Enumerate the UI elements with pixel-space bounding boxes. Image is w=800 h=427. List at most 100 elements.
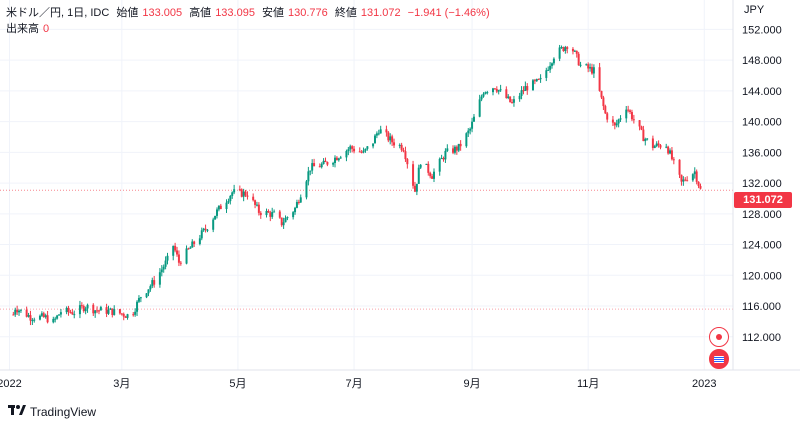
time-tick-label: 11月	[577, 378, 599, 390]
tradingview-logo[interactable]: TradingView	[8, 404, 96, 419]
candle-body	[105, 307, 108, 314]
candle-body	[417, 167, 420, 184]
candle-body	[311, 163, 314, 171]
price-tick-label: 132.000	[742, 178, 782, 190]
candle-body	[560, 47, 563, 49]
candle-body	[427, 163, 430, 173]
candle-body	[520, 90, 523, 96]
candle-body	[469, 128, 472, 131]
candle-body	[82, 306, 85, 312]
candle-body	[284, 217, 287, 223]
ohlc-legend: 米ドル／円, 1日, IDC 始値 133.005 高値 133.095 安値 130…	[6, 4, 494, 20]
candle-body	[362, 150, 365, 153]
candle-body	[309, 170, 312, 172]
candle-body	[227, 201, 230, 203]
candle-body	[492, 88, 495, 93]
candle-body	[132, 314, 135, 316]
time-tick-label: 5月	[229, 378, 246, 390]
us-flag-icon	[714, 355, 724, 363]
candle-body	[292, 212, 295, 218]
candle-body	[653, 146, 656, 148]
candle-body	[640, 126, 643, 130]
volume-legend[interactable]: 出来高 0	[6, 20, 49, 36]
candle-body	[282, 222, 285, 226]
close-label: 終値	[334, 7, 357, 19]
candle-body	[431, 176, 434, 179]
candle-body	[59, 312, 62, 315]
candle-body	[137, 298, 140, 302]
candle-body	[511, 102, 514, 104]
candle-body	[549, 65, 552, 70]
candle-body	[495, 88, 498, 92]
candle-body	[58, 314, 61, 316]
candle-body	[305, 181, 308, 198]
candle-body	[406, 159, 409, 165]
candle-body	[18, 310, 21, 313]
candle-body	[524, 86, 527, 91]
price-axis[interactable]: 152.000 148.000 144.000 140.000 136.000 132.0…	[742, 24, 782, 343]
candle-body	[147, 289, 150, 294]
candle-body	[160, 269, 163, 273]
candle-body	[562, 47, 565, 51]
high-label: 高値	[189, 7, 212, 19]
candle-body	[12, 314, 15, 316]
candle-body	[499, 89, 502, 91]
candle-body	[86, 304, 89, 309]
candle-body	[109, 308, 112, 310]
us-flag-event-icon[interactable]	[709, 349, 729, 369]
candle-body	[198, 238, 201, 244]
candle-body	[455, 146, 458, 151]
price-tick-label: 152.000	[742, 24, 782, 36]
candle-body	[393, 142, 396, 146]
candle-body	[598, 67, 601, 91]
candle-body	[533, 80, 536, 82]
candle-body	[600, 90, 603, 98]
grid-lines	[0, 0, 733, 370]
candle-body	[589, 67, 592, 69]
candle-body	[507, 96, 510, 99]
last-price-label: 131.072	[734, 192, 792, 208]
event-marker-icon[interactable]	[709, 327, 729, 347]
candle-body	[627, 109, 630, 111]
candle-body	[385, 129, 388, 133]
candle-body	[539, 77, 542, 80]
candle-body	[400, 144, 403, 151]
candle-body	[185, 248, 188, 264]
candle-body	[452, 148, 455, 153]
candle-body	[257, 204, 260, 213]
event-dot-icon	[716, 334, 722, 340]
price-tick-label: 144.000	[742, 86, 782, 98]
candle-body	[573, 50, 576, 52]
candle-body	[467, 130, 470, 134]
candle-body	[153, 280, 156, 285]
time-tick-label: 2023	[692, 378, 716, 390]
brand-name: TradingView	[30, 404, 97, 419]
candle-body	[672, 159, 675, 161]
candle-body	[667, 146, 670, 154]
candle-body	[375, 133, 378, 136]
candle-body	[592, 67, 595, 74]
price-tick-label: 148.000	[742, 55, 782, 67]
candle-body	[84, 308, 87, 312]
candle-body	[111, 308, 114, 315]
candle-body	[432, 171, 435, 179]
candle-body	[642, 129, 645, 142]
candle-body	[651, 138, 654, 148]
candle-body	[659, 145, 662, 148]
candle-body	[402, 150, 405, 152]
candle-body	[617, 119, 620, 124]
time-axis[interactable]: 2022 3月 5月 7月 9月 11月 2023	[0, 378, 717, 390]
candle-body	[69, 311, 72, 313]
candle-body	[669, 150, 672, 154]
candle-body	[313, 163, 316, 167]
candle-body	[297, 201, 300, 203]
candle-body	[149, 286, 152, 290]
candle-body	[558, 47, 561, 59]
candle-body	[482, 93, 485, 97]
candle-body	[259, 212, 262, 216]
symbol-label[interactable]: 米ドル／円, 1日, IDC	[6, 7, 110, 19]
candle-body	[522, 90, 525, 92]
candle-body	[124, 316, 127, 318]
candle-body	[693, 171, 696, 175]
